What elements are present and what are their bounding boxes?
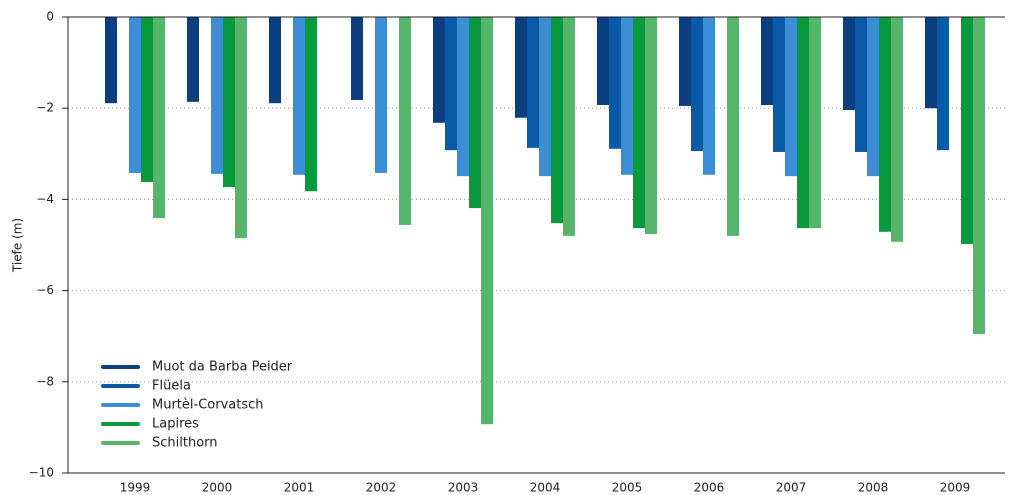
legend-text: Murtèl-Corvatsch xyxy=(152,398,264,413)
bar xyxy=(773,17,785,152)
y-tick-label: −2 xyxy=(36,101,54,115)
bar xyxy=(961,17,973,245)
bar xyxy=(563,17,575,236)
y-tick-label: −10 xyxy=(29,466,54,480)
x-tick-label: 2004 xyxy=(530,481,561,495)
bar xyxy=(797,17,809,229)
bar xyxy=(937,17,949,151)
bar xyxy=(679,17,691,106)
x-tick-label: 1999 xyxy=(120,481,151,495)
bar xyxy=(867,17,879,177)
legend-text: Lapires xyxy=(152,417,199,432)
y-tick-label: −8 xyxy=(36,374,54,388)
bar xyxy=(399,17,411,225)
bar xyxy=(621,17,633,175)
x-tick-label: 2009 xyxy=(940,481,971,495)
bar xyxy=(891,17,903,242)
bar xyxy=(879,17,891,232)
x-tick-label: 2002 xyxy=(366,481,397,495)
bar xyxy=(223,17,235,188)
bar xyxy=(843,17,855,111)
bar xyxy=(691,17,703,152)
bar xyxy=(187,17,199,102)
bar xyxy=(551,17,563,224)
x-tick-label: 2005 xyxy=(612,481,643,495)
y-tick-label: −4 xyxy=(36,192,54,206)
bar xyxy=(445,17,457,151)
bar xyxy=(597,17,609,106)
bar xyxy=(141,17,153,183)
bar xyxy=(469,17,481,209)
bar xyxy=(211,17,223,174)
x-tick-label: 2008 xyxy=(858,481,889,495)
legend-text: Flüela xyxy=(152,379,191,394)
bar xyxy=(293,17,305,175)
bar xyxy=(703,17,715,175)
bar xyxy=(645,17,657,235)
legend-text: Muot da Barba Peider xyxy=(152,360,293,375)
bar xyxy=(305,17,317,192)
bar xyxy=(633,17,645,229)
y-tick-label: 0 xyxy=(46,10,54,24)
x-tick-label: 2001 xyxy=(284,481,315,495)
bar xyxy=(925,17,937,109)
bar xyxy=(539,17,551,177)
bar xyxy=(609,17,621,149)
y-axis-label: Tiefe (m) xyxy=(11,218,25,273)
bar xyxy=(481,17,493,425)
bar xyxy=(375,17,387,173)
bar xyxy=(129,17,141,173)
bar xyxy=(809,17,821,229)
x-tick-label: 2007 xyxy=(776,481,807,495)
bar xyxy=(973,17,985,334)
y-tick-label: −6 xyxy=(36,283,54,297)
bar xyxy=(527,17,539,148)
bar xyxy=(153,17,165,219)
bar xyxy=(515,17,527,118)
bar xyxy=(761,17,773,106)
bar xyxy=(855,17,867,152)
legend-text: Schilthorn xyxy=(152,436,218,451)
bar xyxy=(351,17,363,100)
bar xyxy=(727,17,739,236)
x-tick-label: 2003 xyxy=(448,481,479,495)
bar xyxy=(105,17,117,104)
x-tick-label: 2000 xyxy=(202,481,233,495)
bar xyxy=(457,17,469,177)
bar xyxy=(269,17,281,104)
x-tick-label: 2006 xyxy=(694,481,725,495)
bar xyxy=(235,17,247,239)
bar xyxy=(785,17,797,177)
bar xyxy=(433,17,445,123)
